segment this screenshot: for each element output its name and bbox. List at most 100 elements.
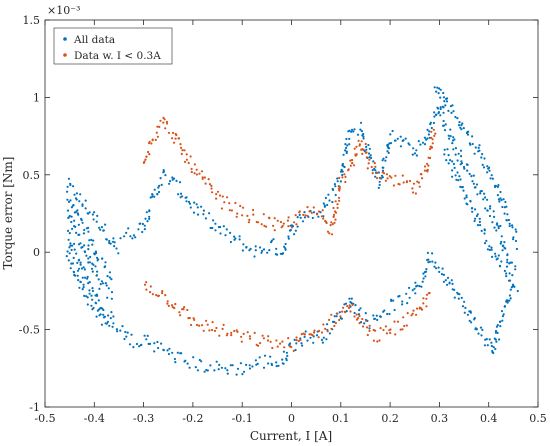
data-point [488,214,492,218]
data-point [421,177,424,180]
data-point [503,241,506,244]
data-point [91,213,94,216]
data-point [374,329,377,332]
data-point [385,156,388,159]
data-point [447,109,450,112]
data-point [475,214,478,218]
data-point [275,365,278,368]
data-point [505,272,508,275]
data-point [343,173,346,176]
data-point [107,287,110,290]
data-point [235,215,238,218]
data-point [77,279,80,282]
data-point [106,275,109,278]
data-point [368,147,371,150]
data-point [341,170,344,173]
data-point [335,312,338,315]
data-point [171,176,174,179]
data-point [363,150,366,153]
data-point [392,184,395,187]
data-point [86,303,89,306]
data-point [506,261,509,264]
data-point [179,314,182,317]
data-point [465,194,468,197]
data-point [80,267,84,270]
data-point [349,159,352,162]
data-point [99,283,102,286]
data-point [375,314,378,317]
data-point [479,224,482,227]
data-point [81,288,84,291]
data-point [447,162,450,165]
data-point [268,217,271,220]
data-point [269,355,272,358]
y-axis-exponent: ×10⁻³ [47,4,80,17]
data-point [336,206,339,209]
data-point [435,90,438,93]
data-point [399,145,402,148]
data-point [236,367,240,370]
data-point [420,173,423,176]
data-point [163,118,166,121]
data-point [73,242,76,245]
data-point [287,237,290,240]
data-point [449,128,452,131]
data-point [101,257,104,260]
data-point [242,332,245,335]
data-point [241,373,244,376]
data-point [246,214,249,217]
data-point [416,180,419,183]
data-point [293,338,296,341]
data-point [185,158,188,161]
data-point [362,148,365,151]
data-point [408,286,411,289]
data-point [311,216,314,220]
data-point [129,235,132,238]
data-point [279,342,282,345]
data-point [492,346,495,349]
data-point [394,139,397,142]
data-point [67,177,70,180]
data-point [225,228,228,231]
data-point [463,167,466,170]
data-point [352,130,355,133]
data-point [399,135,402,138]
data-point [91,289,94,293]
data-point [206,323,209,326]
data-point [515,230,518,233]
data-point [108,271,111,274]
data-point [116,330,119,333]
data-point [473,152,476,155]
data-point [190,167,193,171]
data-point [456,117,459,120]
data-point [171,137,174,140]
data-point [158,125,161,128]
data-point [204,182,207,185]
data-point [345,151,348,155]
data-point [506,301,509,304]
data-point [169,180,172,183]
data-point [439,107,442,111]
data-point [317,210,321,213]
data-point [254,245,257,248]
data-point [488,169,491,172]
data-point [167,352,170,356]
data-point [388,147,391,150]
data-point [192,317,195,320]
data-point [384,179,387,182]
data-point [336,180,339,183]
data-point [423,165,427,168]
data-point [213,369,216,372]
data-point [471,142,474,146]
data-point [443,153,446,156]
data-point [181,195,184,198]
data-point [156,340,159,344]
data-point [259,246,262,249]
data-point [430,126,433,130]
data-point [481,153,484,156]
data-point [134,236,137,239]
data-point [454,153,457,156]
data-point [193,201,196,204]
data-point [469,143,472,146]
data-point [490,246,493,249]
